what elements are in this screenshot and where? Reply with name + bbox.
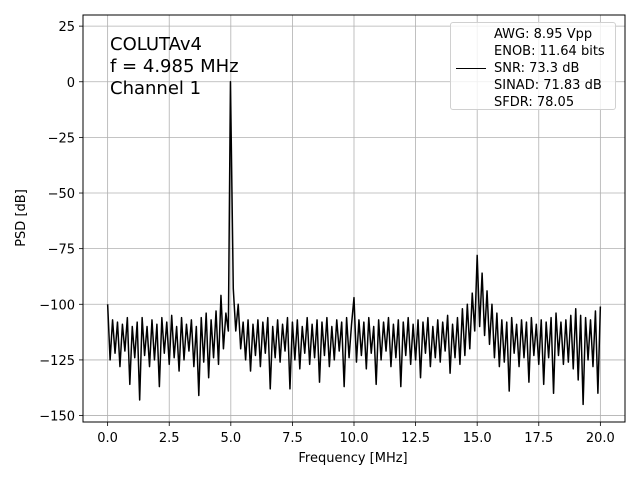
x-tick-label: 12.5 bbox=[401, 431, 430, 446]
x-axis-label: Frequency [MHz] bbox=[298, 451, 407, 466]
y-tick-label: −125 bbox=[39, 354, 75, 369]
y-axis-label: PSD [dB] bbox=[14, 189, 29, 247]
y-tick-label: −50 bbox=[48, 187, 75, 202]
annotation: Channel 1 bbox=[110, 78, 201, 99]
y-tick-label: −25 bbox=[48, 131, 75, 146]
x-tick-label: 20.0 bbox=[586, 431, 615, 446]
psd-line bbox=[106, 81, 602, 406]
legend: AWG: 8.95 Vpp ENOB: 11.64 bits SNR: 73.3… bbox=[450, 22, 616, 110]
x-tick-label: 10.0 bbox=[340, 431, 369, 446]
y-tick-label: 0 bbox=[67, 76, 75, 91]
x-tick-label: 0.0 bbox=[97, 431, 118, 446]
y-tick-label: −75 bbox=[48, 243, 75, 258]
x-tick-label: 17.5 bbox=[524, 431, 553, 446]
x-tick-label: 2.5 bbox=[159, 431, 180, 446]
y-tick-label: −100 bbox=[39, 298, 75, 313]
plot-frame bbox=[82, 14, 626, 423]
x-tick-label: 15.0 bbox=[463, 431, 492, 446]
y-tick-label: 25 bbox=[58, 20, 75, 35]
legend-label: AWG: 8.95 Vpp ENOB: 11.64 bits SNR: 73.3… bbox=[494, 27, 605, 110]
legend-line bbox=[456, 68, 486, 69]
x-tick-label: 5.0 bbox=[220, 431, 241, 446]
annotation: COLUTAv4 bbox=[110, 34, 202, 55]
x-tick-label: 7.5 bbox=[282, 431, 303, 446]
y-tick-label: −150 bbox=[39, 410, 75, 425]
annotation: f = 4.985 MHz bbox=[110, 56, 239, 77]
